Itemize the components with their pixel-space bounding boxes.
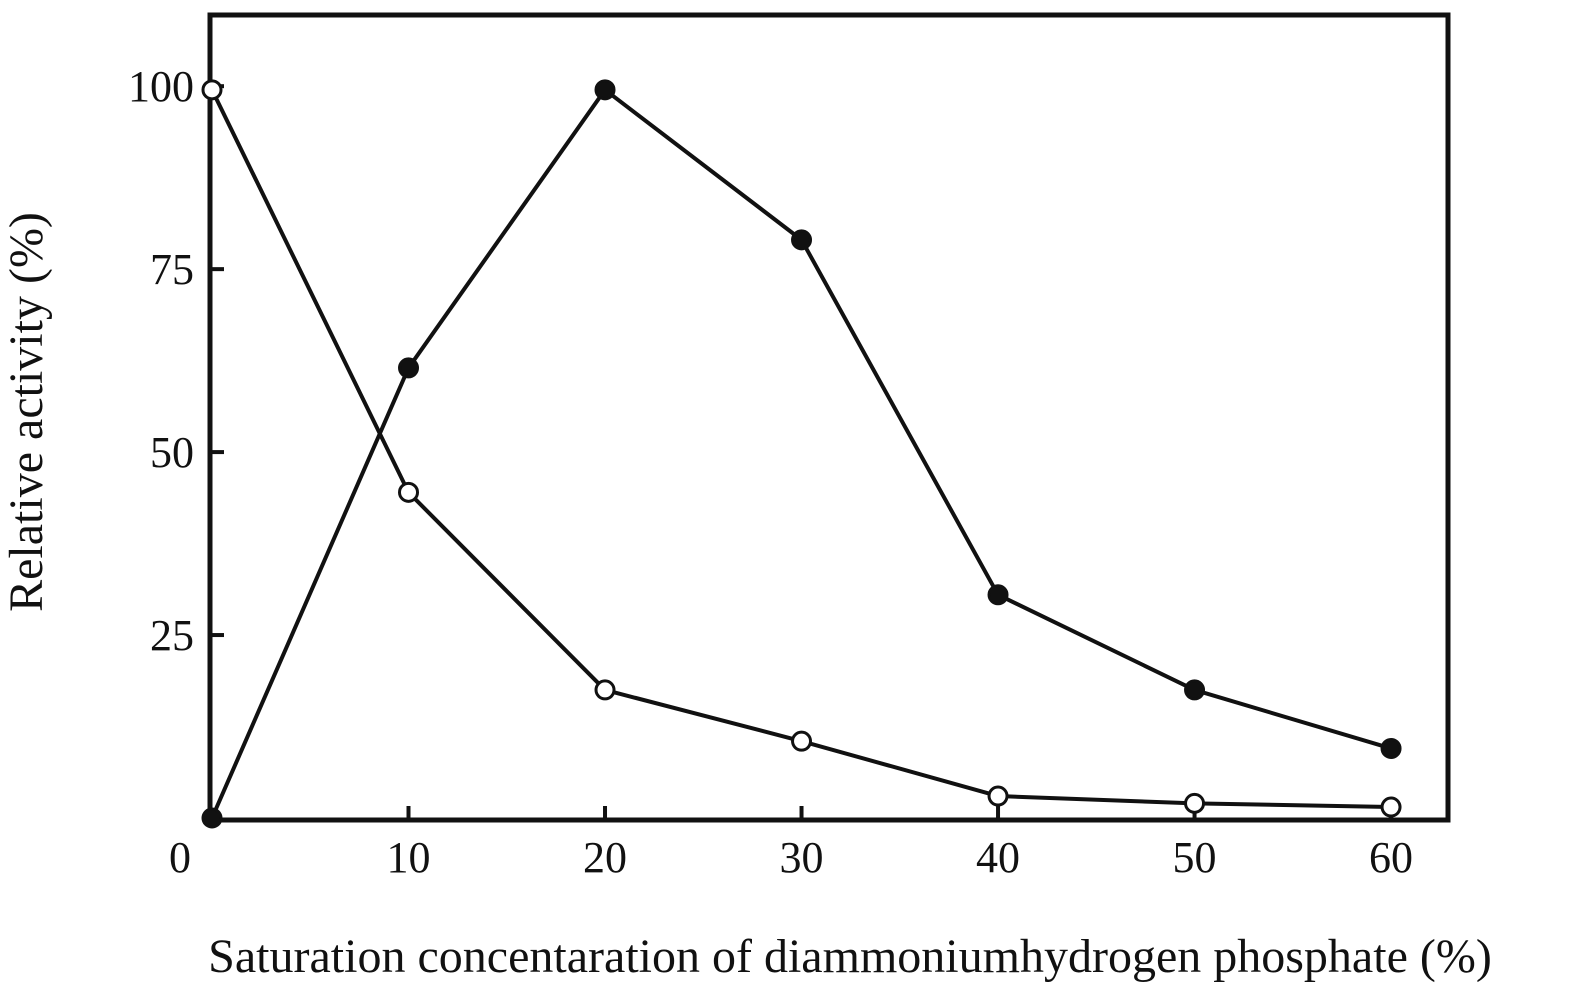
y-tick-label-50: 50 (150, 428, 194, 477)
plot-frame (207, 12, 1451, 823)
series-2-point-0 (201, 79, 223, 101)
x-tick-label-30: 30 (780, 833, 824, 882)
series-2-point-20 (594, 679, 616, 701)
x-tick-label-20: 20 (583, 833, 627, 882)
series-2-point-50 (1184, 792, 1206, 814)
series-2-point-60 (1380, 796, 1402, 818)
series-1-point-50 (1184, 679, 1206, 701)
y-axis-title: Relative activity (%) (0, 212, 53, 612)
series-1-point-60 (1380, 737, 1402, 759)
y-tick-label-75: 75 (150, 245, 194, 294)
y-tick-label-100: 100 (128, 62, 194, 111)
x-tick-label-40: 40 (976, 833, 1020, 882)
series-1-point-20 (594, 79, 616, 101)
series-2-point-30 (791, 730, 813, 752)
series-1-point-10 (398, 357, 420, 379)
series-2-point-40 (987, 785, 1009, 807)
series-2-line (210, 88, 1392, 810)
series-1-point-30 (791, 229, 813, 251)
series-1-point-0 (201, 807, 223, 829)
x-tick-label-10: 10 (387, 833, 431, 882)
series-1-point-40 (987, 584, 1009, 606)
plot-area: 25 50 75 100 0 10 20 30 40 50 60 (128, 12, 1451, 882)
y-tick-label-25: 25 (150, 611, 194, 660)
series-2-point-10 (398, 481, 420, 503)
x-tick-label-0: 0 (169, 833, 191, 882)
x-tick-label-60: 60 (1369, 833, 1413, 882)
chart-marks (201, 79, 1402, 829)
x-tick-label-50: 50 (1173, 833, 1217, 882)
x-axis-title: Saturation concentaration of diammoniumh… (208, 930, 1492, 983)
